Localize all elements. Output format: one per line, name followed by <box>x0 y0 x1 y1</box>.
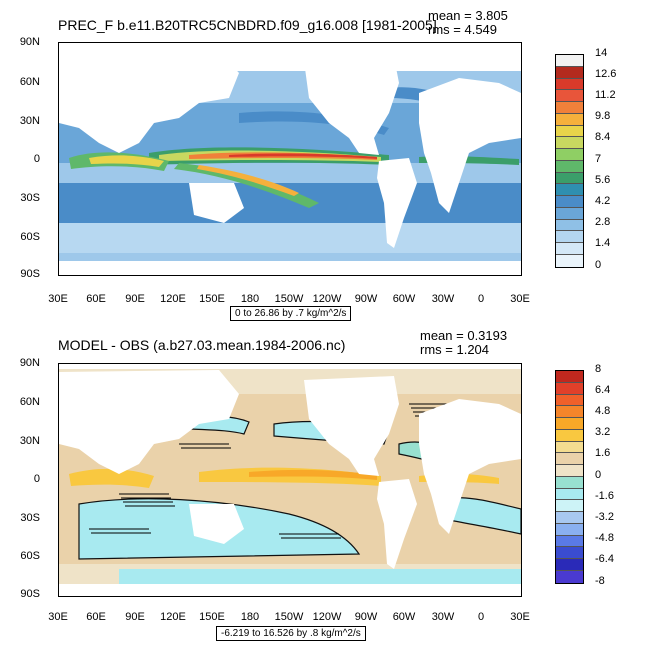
lat-label: 90N <box>19 36 40 48</box>
lon-label: 120E <box>160 293 186 305</box>
lon-label: 180 <box>240 611 260 623</box>
mean-label: mean = 0.3193 <box>420 328 508 343</box>
colorbar-label: 7 <box>595 153 602 165</box>
colorbar <box>555 370 584 584</box>
precipitation-map <box>58 42 522 276</box>
lon-label: 60E <box>86 293 106 305</box>
lat-label: 60S <box>20 231 40 243</box>
colorbar-label: 2.8 <box>595 216 611 228</box>
lat-label: 60S <box>20 550 40 562</box>
lon-label: 150W <box>274 293 304 305</box>
lon-label: 0 <box>477 293 485 305</box>
lon-label: 120W <box>312 611 342 623</box>
lon-label: 90E <box>125 611 145 623</box>
lat-label: 90S <box>20 588 40 600</box>
lon-label: 60E <box>86 611 106 623</box>
colorbar-label: 11.2 <box>595 89 616 101</box>
lat-label: 60N <box>19 396 40 408</box>
colorbar-label: 6.4 <box>595 384 611 396</box>
lon-label: 150E <box>199 293 225 305</box>
lon-label: 30E <box>510 611 530 623</box>
colorbar-label: 5.6 <box>595 174 611 186</box>
colorbar-label: 0 <box>595 259 602 271</box>
lat-label: 30N <box>19 435 40 447</box>
lon-label: 30E <box>48 293 68 305</box>
lat-label: 90N <box>19 357 40 369</box>
lon-label: 150W <box>274 611 304 623</box>
lon-label: 30E <box>510 293 530 305</box>
colorbar-label: 3.2 <box>595 426 611 438</box>
lon-label: 90W <box>354 293 378 305</box>
colorbar-label: 1.4 <box>595 237 611 249</box>
colorbar-label: 0 <box>595 469 602 481</box>
colorbar-label: 9.8 <box>595 110 611 122</box>
lat-label: 0 <box>33 473 40 485</box>
lon-label: 30W <box>431 293 455 305</box>
lon-label: 30E <box>48 611 68 623</box>
contour-range-label: 0 to 26.86 by .7 kg/m^2/s <box>230 306 352 321</box>
top-panel: PREC_F b.e11.B20TRC5CNBDRD.f09_g16.008 [… <box>0 0 648 322</box>
mean-label: mean = 3.805 <box>428 8 508 23</box>
colorbar-label: -4.8 <box>595 532 614 544</box>
lat-label: 0 <box>33 153 40 165</box>
panel-title: MODEL - OBS (a.b27.03.mean.1984-2006.nc) <box>58 337 346 353</box>
lon-label: 60W <box>392 611 416 623</box>
lon-label: 180 <box>240 293 260 305</box>
colorbar-label: -1.6 <box>595 490 614 502</box>
colorbar-label: 12.6 <box>595 68 617 80</box>
colorbar-label: -6.4 <box>595 553 614 565</box>
lon-label: 150E <box>199 611 225 623</box>
lat-label: 30S <box>20 192 40 204</box>
lon-label: 30W <box>431 611 455 623</box>
contour-range-label: -6.219 to 16.526 by .8 kg/m^2/s <box>216 626 366 641</box>
colorbar-label: -3.2 <box>595 511 614 523</box>
rms-label: rms = 4.549 <box>428 22 498 37</box>
lon-label: 120E <box>160 611 186 623</box>
lon-label: 90W <box>354 611 378 623</box>
colorbar-label: 14 <box>595 47 608 59</box>
lat-label: 90S <box>20 268 40 280</box>
colorbar-label: 1.6 <box>595 447 611 459</box>
colorbar-label: 4.8 <box>595 405 611 417</box>
difference-map <box>58 363 522 597</box>
rms-label: rms = 1.204 <box>420 342 490 357</box>
bottom-panel: MODEL - OBS (a.b27.03.mean.1984-2006.nc)… <box>0 322 648 649</box>
lon-label: 90E <box>125 293 145 305</box>
panel-title: PREC_F b.e11.B20TRC5CNBDRD.f09_g16.008 [… <box>58 17 437 33</box>
lon-label: 60W <box>392 293 416 305</box>
lon-label: 120W <box>312 293 342 305</box>
colorbar-label: -8 <box>595 575 605 587</box>
lat-label: 60N <box>19 76 40 88</box>
lat-label: 30N <box>19 115 40 127</box>
colorbar-label: 8 <box>595 363 602 375</box>
colorbar <box>555 54 584 268</box>
lat-label: 30S <box>20 512 40 524</box>
colorbar-label: 8.4 <box>595 131 611 143</box>
lon-label: 0 <box>477 611 485 623</box>
colorbar-label: 4.2 <box>595 195 611 207</box>
